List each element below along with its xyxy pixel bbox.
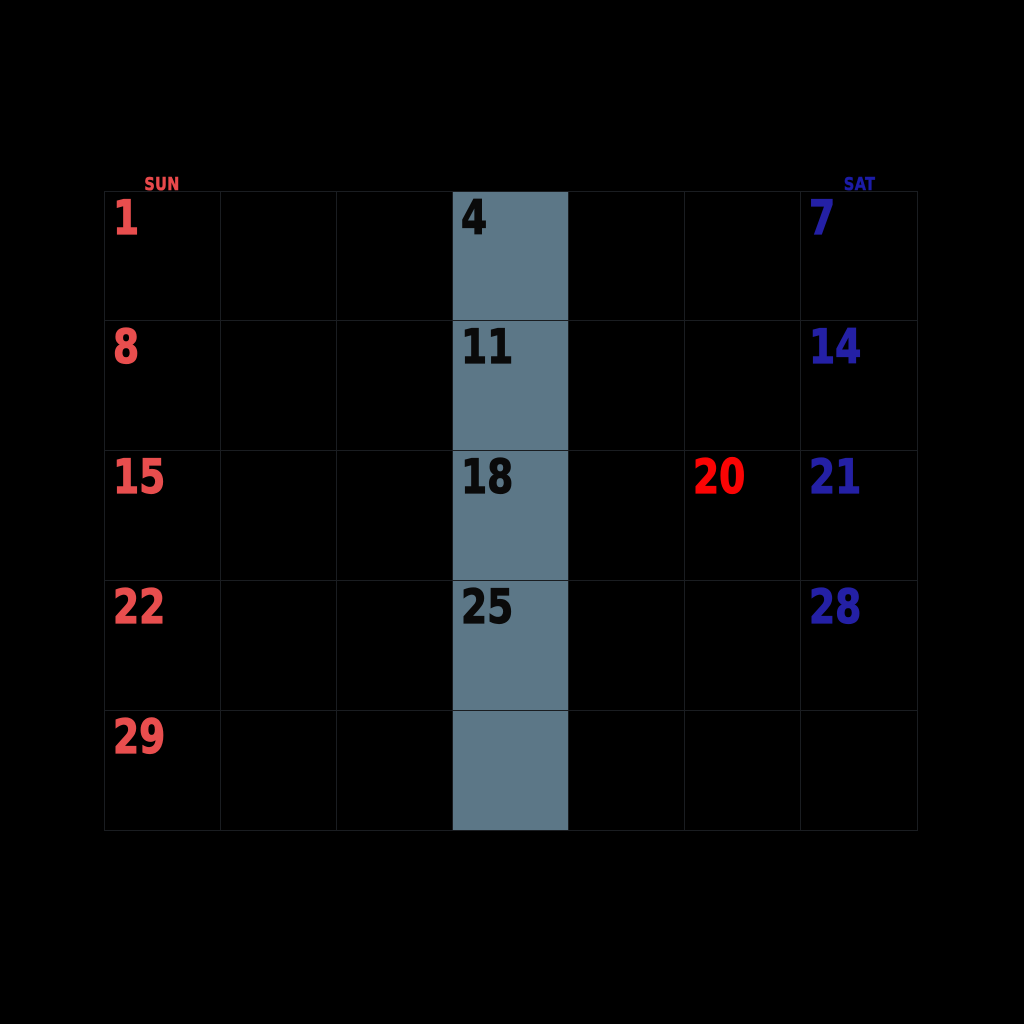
day-header-label-sat: SAT: [844, 174, 876, 195]
day-header-cell: [337, 166, 453, 191]
day-cell: 8: [105, 321, 221, 451]
calendar-grid: 1 4 7 8 11 14 15 18 20 21 22 25 28 29: [104, 191, 918, 831]
day-cell: 1: [105, 192, 221, 321]
day-cell: [337, 321, 453, 451]
day-header-cell: [453, 166, 569, 191]
day-header-cell: [569, 166, 685, 191]
day-cell: [569, 451, 685, 581]
day-cell: [801, 711, 917, 830]
day-number-1: 1: [113, 191, 140, 246]
day-number-18: 18: [461, 450, 514, 505]
day-cell: 21: [801, 451, 917, 581]
day-number-20: 20: [693, 450, 746, 505]
day-cell: [221, 581, 337, 711]
day-cell: 14: [801, 321, 917, 451]
day-cell-highlighted: 18: [453, 451, 569, 581]
day-number-8: 8: [113, 320, 140, 375]
day-number-7: 7: [809, 191, 836, 246]
day-cell: 20: [685, 451, 801, 581]
day-cell: [569, 581, 685, 711]
day-number-28: 28: [809, 580, 862, 635]
day-cell: [221, 192, 337, 321]
day-header-row: SUN SAT: [104, 166, 918, 195]
day-cell: [685, 321, 801, 451]
day-number-14: 14: [809, 320, 862, 375]
day-number-4: 4: [461, 191, 488, 246]
day-cell: 15: [105, 451, 221, 581]
day-cell: [221, 451, 337, 581]
day-cell: [569, 321, 685, 451]
day-header-label-sun: SUN: [144, 174, 180, 195]
day-cell: [337, 192, 453, 321]
day-cell: 7: [801, 192, 917, 321]
day-header-cell: [220, 166, 336, 191]
day-cell: [569, 711, 685, 830]
day-cell: [221, 711, 337, 830]
day-cell: [337, 711, 453, 830]
day-cell: [337, 581, 453, 711]
day-cell: [685, 192, 801, 321]
day-header-cell: SUN: [104, 166, 220, 195]
day-cell: 29: [105, 711, 221, 830]
day-cell: [685, 581, 801, 711]
day-cell-highlighted: 25: [453, 581, 569, 711]
day-number-15: 15: [113, 450, 166, 505]
day-cell: [569, 192, 685, 321]
day-number-22: 22: [113, 580, 166, 635]
day-number-11: 11: [461, 320, 514, 375]
day-number-21: 21: [809, 450, 862, 505]
day-header-cell: [685, 166, 801, 191]
day-cell-highlighted: [453, 711, 569, 830]
day-number-29: 29: [113, 710, 166, 765]
day-header-cell: SAT: [802, 166, 918, 195]
day-cell-highlighted: 11: [453, 321, 569, 451]
day-cell: [337, 451, 453, 581]
day-cell-highlighted: 4: [453, 192, 569, 321]
day-cell: [685, 711, 801, 830]
day-cell: 28: [801, 581, 917, 711]
day-number-25: 25: [461, 580, 514, 635]
day-cell: 22: [105, 581, 221, 711]
day-cell: [221, 321, 337, 451]
